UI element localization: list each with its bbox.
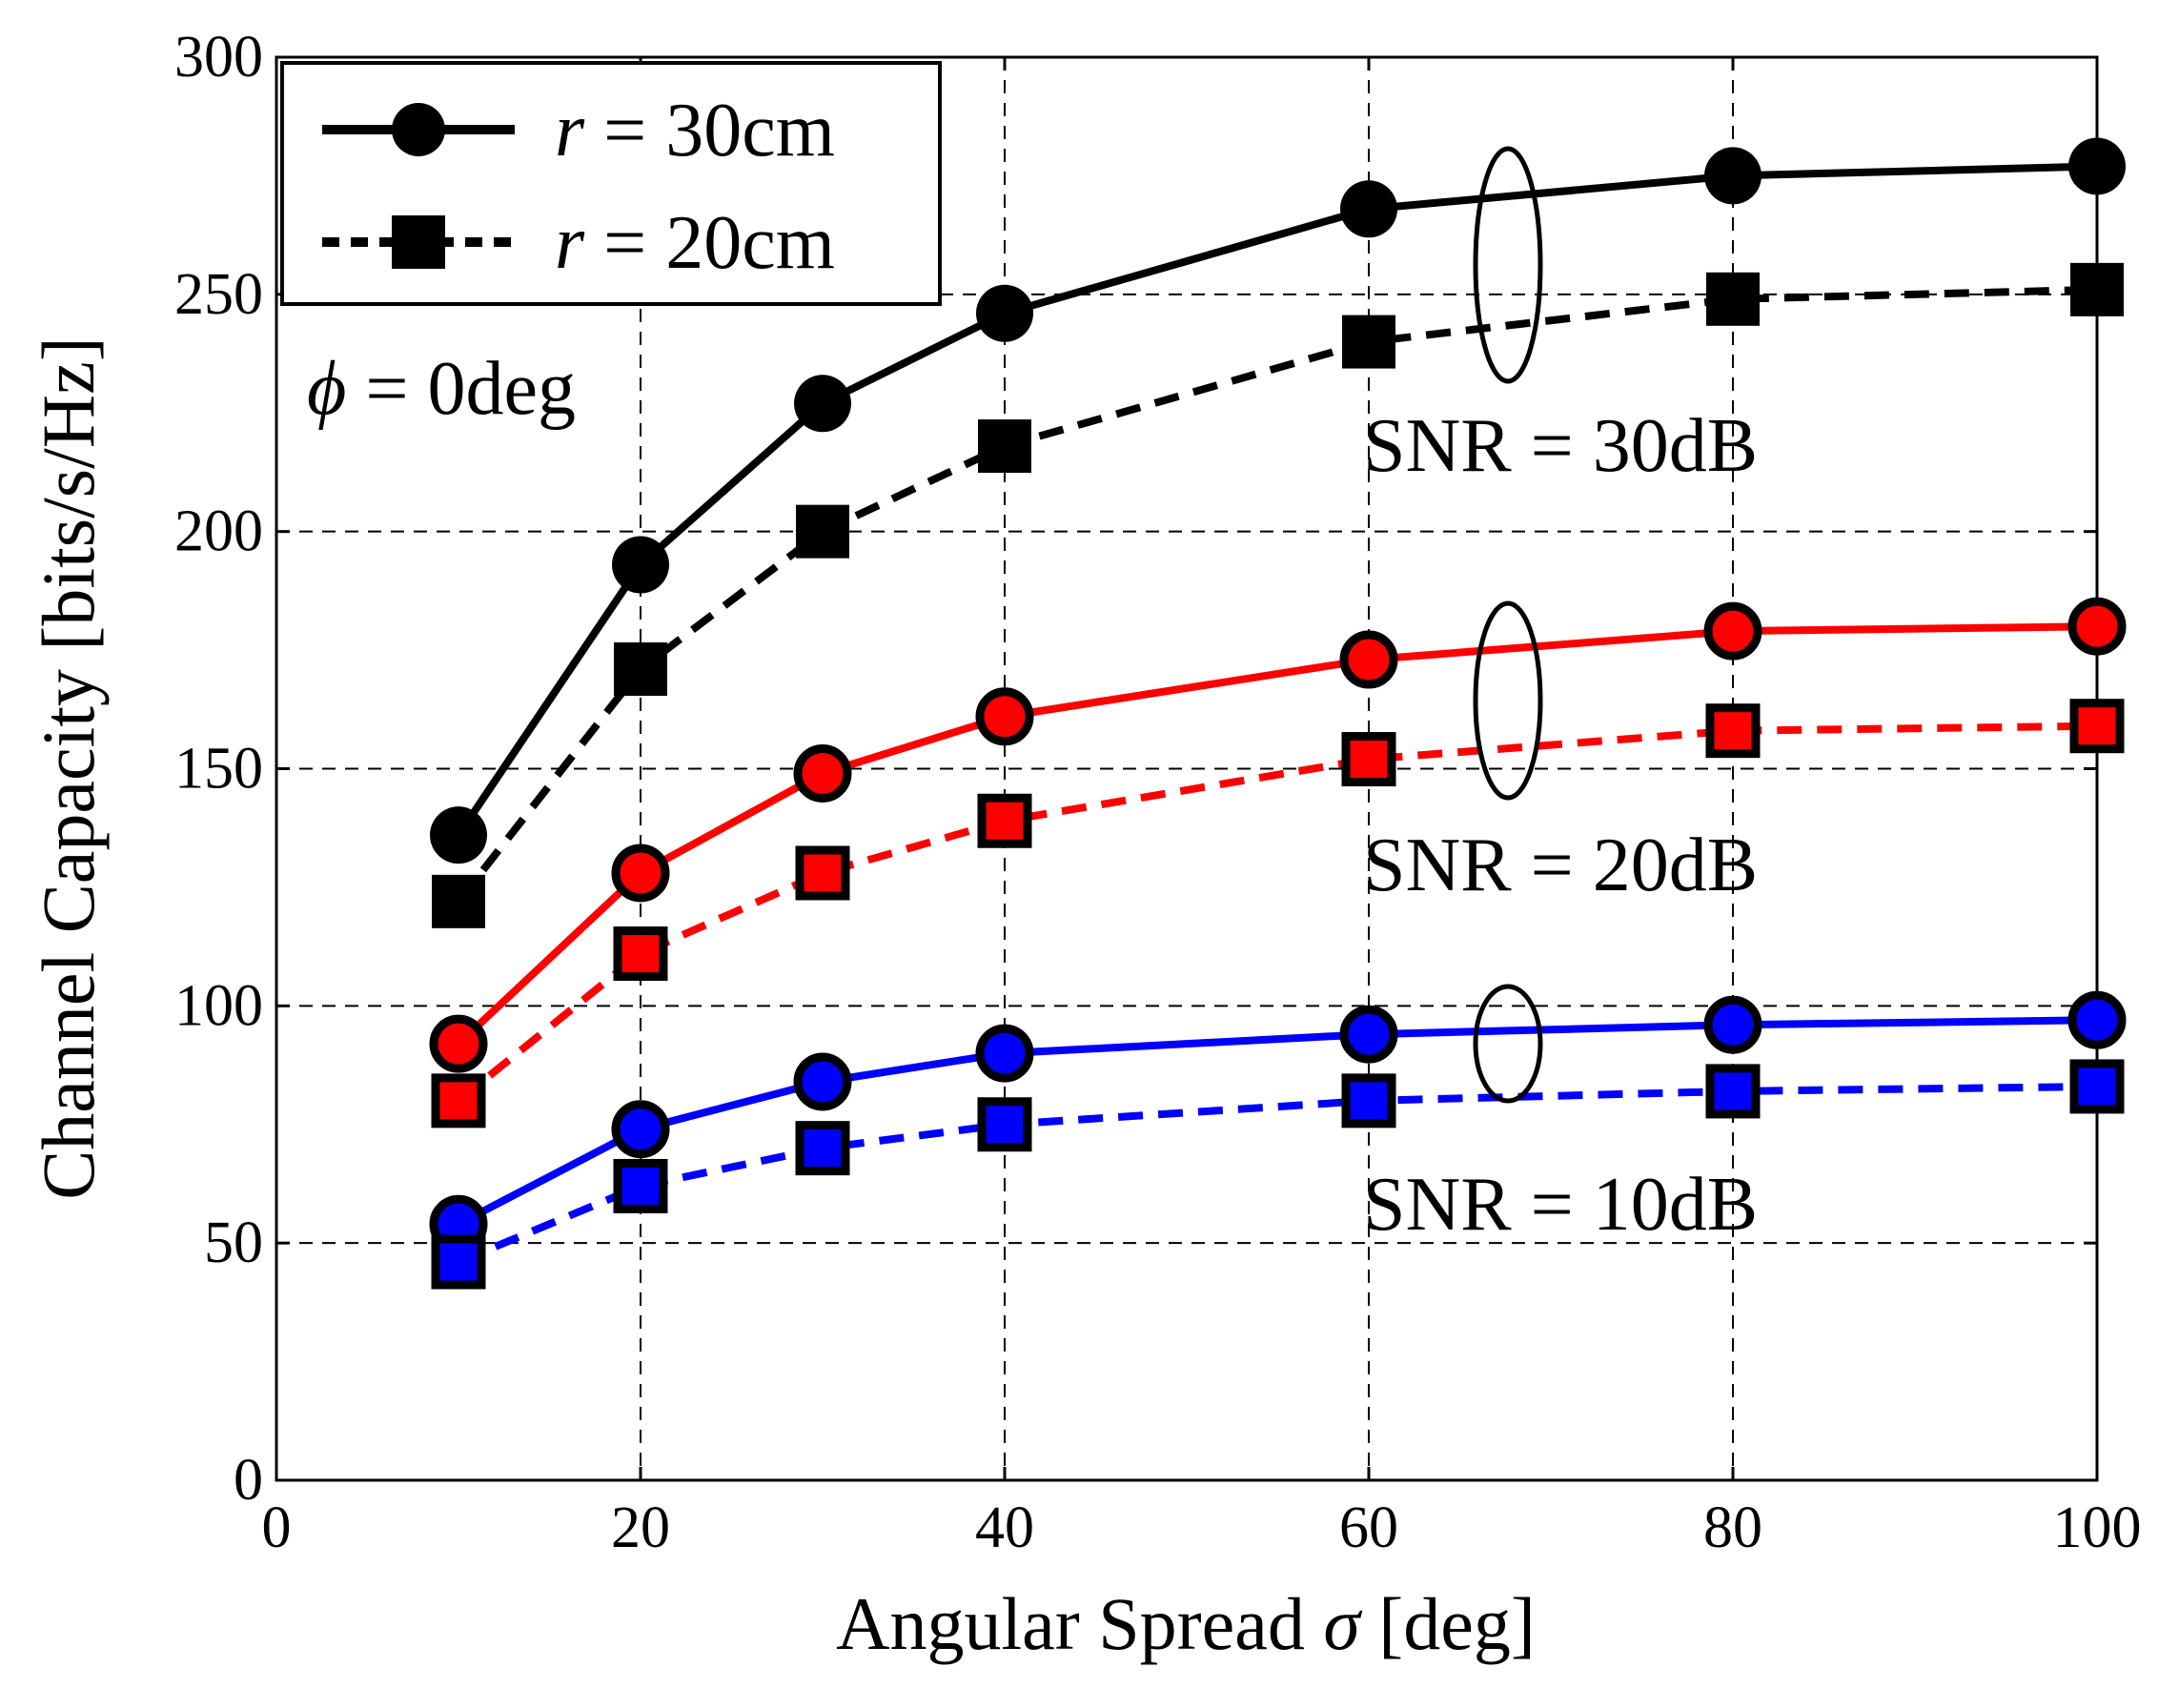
y-tick-label: 300 [174,25,263,90]
y-tick-label: 100 [174,973,263,1038]
x-tick-label: 40 [975,1495,1034,1560]
series-6-point [795,1121,850,1176]
y-tick-label: 200 [174,499,263,564]
legend-marker-square [392,215,445,269]
y-axis-title: Channel Capacity [bits/s/Hz] [27,336,110,1199]
y-tick-label: 250 [174,262,263,327]
series-6-point [2069,1059,2125,1114]
snr-10db-group-ellipse [1473,984,1543,1104]
series-4-point [2069,699,2125,754]
series-3-point [975,687,1034,746]
series-3-point [2067,597,2127,656]
legend-label-30cm: r = 30cm [555,89,835,173]
series-1-point [612,536,669,594]
series-2-point [1706,272,1760,326]
series-5-point [1339,1005,1398,1064]
snr-20db-label: SNR = 20dB [1363,824,1758,907]
axis-ticks: 0 20 40 60 80 100 0 50 100 150 200 250 300 [174,25,2142,1560]
x-tick-label: 20 [611,1495,670,1560]
series-1-point [430,806,487,864]
series-4-point [613,926,668,982]
series-4-point [1705,703,1761,759]
series-group [429,137,2127,1290]
snr-20db-group-ellipse [1473,600,1543,801]
y-tick-label: 50 [204,1210,263,1275]
series-4-point [431,1073,486,1128]
series-2-point [1342,315,1395,369]
legend-label-20cm: r = 20cm [555,201,835,285]
series-2-point [2070,262,2124,316]
phi-annotation: ϕ = 0deg [307,347,576,431]
series-6-point [1705,1064,1761,1119]
series-3-point [1703,601,1762,661]
series-1-point [2068,137,2126,195]
series-6-point [613,1158,668,1213]
series-5-point [793,1052,852,1111]
y-tick-label: 150 [174,737,263,802]
series-2-point [978,419,1031,474]
series-5-point [611,1100,670,1159]
series-2-point [432,874,485,928]
series-2-point [614,641,667,696]
snr-10db-label: SNR = 10dB [1363,1163,1758,1247]
y-tick-label: 0 [234,1448,263,1513]
legend: r = 30cm r = 20cm [280,61,942,306]
series-6-point [977,1097,1032,1152]
series-5-point [1703,995,1762,1054]
series-1-point [1704,147,1762,205]
series-2-point [796,504,849,559]
x-axis-title: Angular Spread σ [deg] [836,1582,1536,1665]
series-6-point [431,1234,486,1290]
snr-30db-group-ellipse [1473,146,1543,384]
series-3-point [429,1014,488,1073]
series-4-point [795,845,850,901]
series-5-point [975,1024,1034,1083]
snr-30db-label: SNR = 30dB [1363,404,1758,488]
series-3-point [611,844,670,903]
x-tick-label: 100 [2053,1495,2142,1560]
series-1-point [794,375,851,433]
series-1-point [1340,180,1397,238]
series-6-point [1341,1073,1396,1128]
x-tick-label: 80 [1703,1495,1762,1560]
legend-marker-circle [392,103,445,156]
series-3-point [793,743,852,803]
series-3-point [1339,630,1398,689]
series-1-point [976,284,1033,342]
x-tick-label: 0 [262,1495,292,1560]
series-4-point [1341,732,1396,787]
series-4-point [977,793,1032,848]
x-tick-label: 60 [1339,1495,1398,1560]
series-5-point [2067,990,2127,1049]
